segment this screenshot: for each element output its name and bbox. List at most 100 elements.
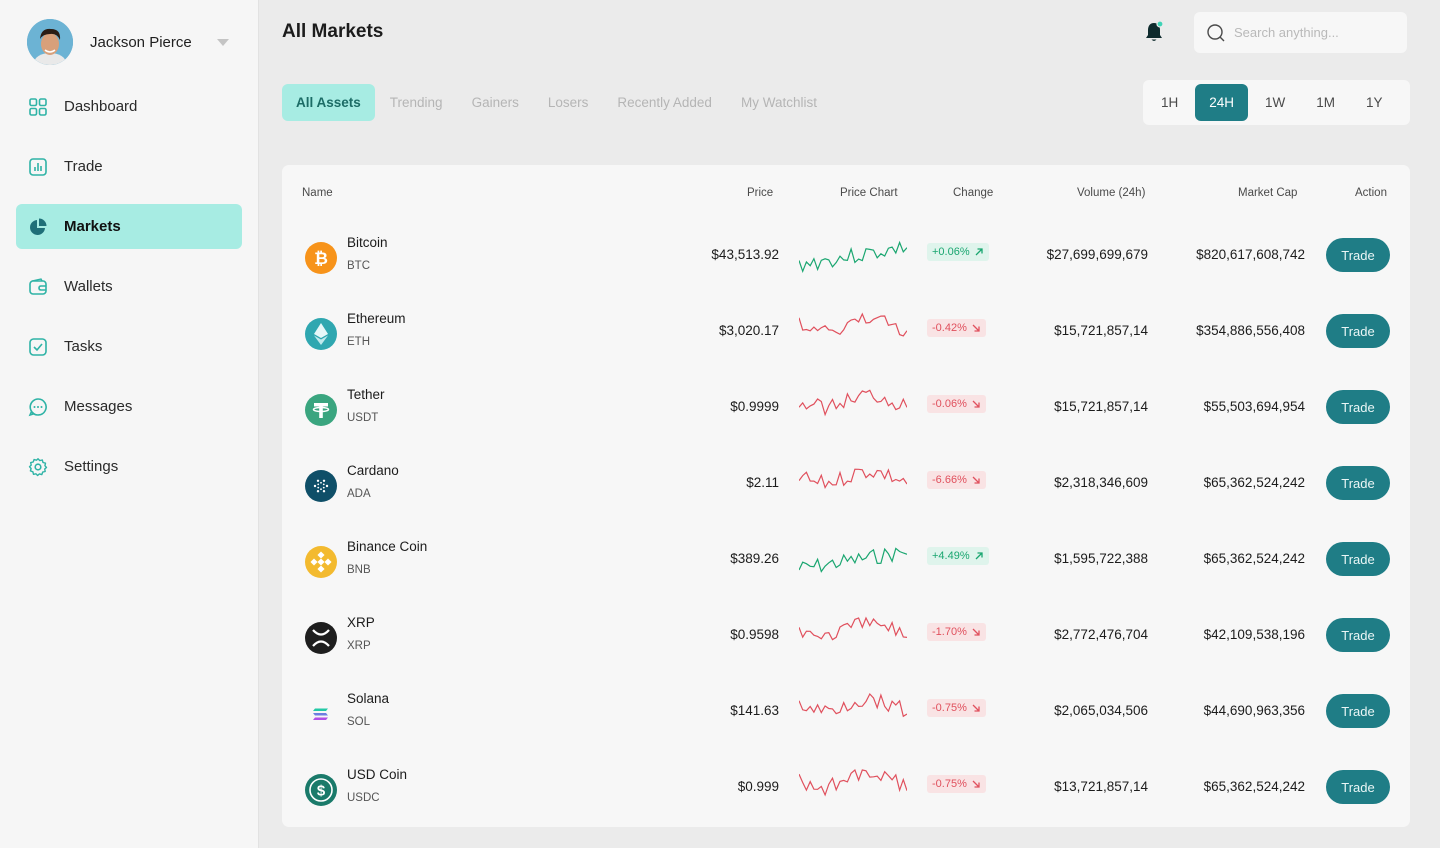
change-value: -0.75%: [932, 702, 967, 714]
sidebar-item-trade[interactable]: Trade: [16, 144, 242, 189]
table-row[interactable]: Binance Coin BNB $389.26 +4.49% $1,595,7…: [282, 523, 1410, 599]
sidebar-item-label: Dashboard: [64, 98, 138, 115]
avatar: [27, 19, 73, 65]
change-value: -0.75%: [932, 778, 967, 790]
arrow-down-right-icon: [972, 400, 980, 408]
table-row[interactable]: $ USD Coin USDC $0.999 -0.75% $13,721,85…: [282, 751, 1410, 827]
ethereum-icon: [304, 317, 338, 351]
sidebar-item-dashboard[interactable]: Dashboard: [16, 84, 242, 129]
chevron-down-icon[interactable]: [217, 38, 229, 46]
column-header-change[interactable]: Change: [953, 187, 994, 199]
period-1w[interactable]: 1W: [1265, 95, 1286, 110]
search-box: [1194, 12, 1407, 53]
table-row[interactable]: Cardano ADA $2.11 -6.66% $2,318,346,609 …: [282, 447, 1410, 523]
trade-button[interactable]: Trade: [1326, 694, 1390, 728]
change-badge: +4.49%: [927, 547, 989, 565]
grid-icon: [28, 97, 48, 117]
sidebar-nav: Dashboard Trade Markets Wallets Tasks Message…: [16, 84, 242, 504]
change-badge: -0.42%: [927, 319, 986, 337]
sidebar-item-tasks[interactable]: Tasks: [16, 324, 242, 369]
coin-market-cap: $65,362,524,242: [1203, 779, 1305, 794]
trade-button[interactable]: Trade: [1326, 770, 1390, 804]
trade-button[interactable]: Trade: [1326, 314, 1390, 348]
tab-gainers[interactable]: Gainers: [471, 95, 519, 110]
coin-market-cap: $44,690,963,356: [1203, 703, 1305, 718]
arrow-up-right-icon: [975, 552, 983, 560]
table-row[interactable]: Solana SOL $141.63 -0.75% $2,065,034,506…: [282, 675, 1410, 751]
gear-icon: [28, 457, 48, 477]
coin-symbol: USDT: [347, 412, 379, 424]
coin-volume: $15,721,857,14: [1054, 399, 1148, 414]
binance-icon: [304, 545, 338, 579]
trade-button[interactable]: Trade: [1326, 390, 1390, 424]
coin-market-cap: $820,617,608,742: [1196, 247, 1305, 262]
change-badge: -6.66%: [927, 471, 986, 489]
change-value: -6.66%: [932, 474, 967, 486]
coin-volume: $13,721,857,14: [1054, 779, 1148, 794]
trade-button[interactable]: Trade: [1326, 238, 1390, 272]
coin-volume: $15,721,857,14: [1054, 323, 1148, 338]
period-1h[interactable]: 1H: [1161, 95, 1179, 110]
change-badge: -0.75%: [927, 699, 986, 717]
coin-price: $0.9598: [730, 627, 779, 642]
tab-recently-added[interactable]: Recently Added: [617, 95, 712, 110]
period-1y[interactable]: 1Y: [1366, 95, 1383, 110]
trade-button[interactable]: Trade: [1326, 542, 1390, 576]
chat-bubble-icon: [28, 397, 48, 417]
checkbox-icon: [28, 337, 48, 357]
wallet-icon: [28, 277, 48, 297]
coin-symbol: USDC: [347, 792, 380, 804]
column-header-volume[interactable]: Volume (24h): [1077, 187, 1146, 199]
change-value: -0.42%: [932, 322, 967, 334]
tab-my-watchlist[interactable]: My Watchlist: [740, 95, 817, 110]
sparkline-path: [799, 389, 907, 417]
sparkline-path: [799, 616, 907, 641]
bell-icon[interactable]: [1142, 20, 1166, 44]
column-header-mcap[interactable]: Market Cap: [1238, 187, 1298, 199]
trade-button[interactable]: Trade: [1326, 466, 1390, 500]
coin-symbol: BTC: [347, 260, 370, 272]
change-badge: +0.06%: [927, 243, 989, 261]
table-row[interactable]: XRP XRP $0.9598 -1.70% $2,772,476,704 $4…: [282, 599, 1410, 675]
coin-price: $0.9999: [730, 399, 779, 414]
search-input[interactable]: [1234, 25, 1394, 40]
coin-price: $141.63: [730, 703, 779, 718]
tab-all-assets[interactable]: All Assets: [282, 84, 375, 121]
table-row[interactable]: Tether USDT $0.9999 -0.06% $15,721,857,1…: [282, 371, 1410, 447]
sidebar-item-settings[interactable]: Settings: [16, 444, 242, 489]
svg-text:$: $: [317, 783, 326, 800]
arrow-up-right-icon: [975, 248, 983, 256]
tab-trending[interactable]: Trending: [389, 95, 443, 110]
column-header-name[interactable]: Name: [302, 187, 333, 199]
sparkline-path: [799, 312, 907, 337]
usd-coin-icon: $: [304, 773, 338, 807]
sidebar-item-wallets[interactable]: Wallets: [16, 264, 242, 309]
change-value: -1.70%: [932, 626, 967, 638]
change-badge: -0.75%: [927, 775, 986, 793]
coin-name: Cardano: [347, 463, 399, 478]
user-profile[interactable]: Jackson Pierce: [27, 19, 233, 65]
coin-price: $3,020.17: [718, 323, 779, 338]
period-selector: 1H 24H 1W 1M 1Y: [1143, 80, 1410, 125]
period-1m[interactable]: 1M: [1316, 95, 1336, 110]
period-24h[interactable]: 24H: [1195, 84, 1249, 121]
price-sparkline: [799, 389, 907, 417]
tab-losers[interactable]: Losers: [547, 95, 589, 110]
coin-price: $2.11: [746, 475, 779, 490]
price-sparkline: [799, 468, 907, 489]
table-row[interactable]: ₿ Bitcoin BTC $43,513.92 +0.06% $27,699,…: [282, 219, 1410, 295]
tether-icon: [304, 393, 338, 427]
coin-name: Binance Coin: [347, 539, 428, 554]
coin-volume: $27,699,699,679: [1046, 247, 1148, 262]
column-header-price[interactable]: Price: [747, 187, 774, 199]
table-row[interactable]: Ethereum ETH $3,020.17 -0.42% $15,721,85…: [282, 295, 1410, 371]
sidebar-item-messages[interactable]: Messages: [16, 384, 242, 429]
coin-name: Ethereum: [347, 311, 406, 326]
sparkline-path: [799, 547, 907, 573]
sidebar-item-markets[interactable]: Markets: [16, 204, 242, 249]
sidebar: Jackson Pierce Dashboard Trade Markets Wall…: [0, 0, 259, 848]
trade-button[interactable]: Trade: [1326, 618, 1390, 652]
change-value: -0.06%: [932, 398, 967, 410]
coin-symbol: SOL: [347, 716, 371, 728]
arrow-down-right-icon: [972, 476, 980, 484]
